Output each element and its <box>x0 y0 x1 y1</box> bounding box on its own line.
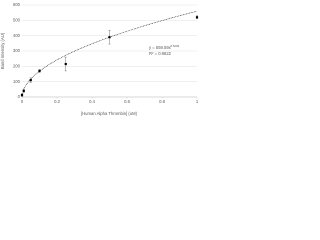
data-point <box>108 36 111 39</box>
data-point <box>29 79 32 82</box>
data-point <box>20 93 24 97</box>
trend-r2: R² = 0.9822 <box>149 51 172 56</box>
trend-exponent: 0.5209 <box>171 44 180 48</box>
data-point <box>38 69 41 73</box>
x-tick-label: 0.6 <box>124 99 130 104</box>
y-tick-label: 600 <box>13 2 21 7</box>
data-point <box>195 16 199 19</box>
x-tick-label: 0.2 <box>54 99 60 104</box>
y-tick-label: 200 <box>13 63 21 68</box>
y-tick-label: 0 <box>18 94 21 99</box>
y-tick-label: 400 <box>13 33 21 38</box>
x-tick-label: 0.8 <box>159 99 165 104</box>
x-tick-label: 1 <box>196 99 199 104</box>
trendline <box>21 10 198 98</box>
y-tick-label: 300 <box>13 48 21 53</box>
x-tick-label: 0.4 <box>89 99 95 104</box>
data-point <box>64 62 67 66</box>
trend-equation: y = 559.59x <box>149 45 172 50</box>
x-axis-label: [Human Alpha Thrombin] (uM) <box>81 111 138 116</box>
data-point <box>22 89 25 92</box>
y-tick-label: 500 <box>13 17 21 22</box>
y-tick-label: 100 <box>13 79 21 84</box>
x-tick-label: 0 <box>21 99 24 104</box>
chart: Band Intensity (AU) [Human Alpha Thrombi… <box>0 2 199 116</box>
y-axis-label: Band Intensity (AU) <box>0 32 5 69</box>
